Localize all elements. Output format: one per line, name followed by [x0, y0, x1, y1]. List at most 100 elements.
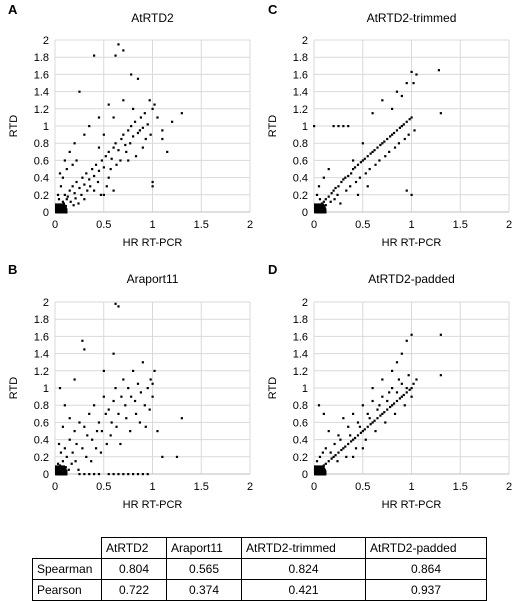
x-tick-label: 1.5: [453, 481, 468, 493]
data-point: [144, 425, 147, 428]
data-point: [156, 116, 159, 119]
data-point: [146, 123, 149, 126]
data-point: [63, 193, 66, 196]
y-tick-label: 1: [302, 121, 308, 133]
y-tick-label: 1.6: [293, 331, 308, 343]
data-point: [410, 387, 413, 390]
data-point: [122, 473, 125, 476]
table-cell: 0.565: [166, 558, 242, 580]
data-point: [133, 399, 137, 403]
data-point: [93, 404, 96, 407]
data-point: [112, 116, 115, 119]
data-point: [144, 137, 147, 141]
data-point: [125, 150, 128, 153]
data-point: [56, 462, 60, 465]
data-point: [361, 142, 364, 145]
data-point: [405, 391, 408, 394]
data-point: [363, 428, 366, 431]
data-point: [180, 417, 183, 420]
panel-d: D AtRTD2-padded 0 0.2 0.4 0.6 0.8 1 1.2 1.4 1.6 1.8…: [267, 262, 512, 511]
data-point: [344, 176, 347, 179]
data-point: [364, 438, 367, 441]
data-point: [93, 54, 96, 57]
data-point: [88, 412, 91, 415]
data-point: [86, 434, 89, 437]
x-tick-label: 0.5: [355, 481, 370, 493]
panel-letter: A: [8, 2, 18, 17]
data-point: [334, 186, 337, 190]
data-point: [386, 399, 389, 403]
data-point: [398, 397, 401, 400]
data-point: [327, 168, 330, 171]
data-point: [73, 378, 76, 381]
data-point: [361, 159, 364, 162]
y-axis-label: RTD: [267, 115, 279, 137]
panel-title: AtRTD2-trimmed: [367, 11, 457, 25]
data-point: [405, 387, 408, 390]
data-point: [85, 172, 88, 175]
data-point: [342, 125, 345, 128]
y-tick-label: 0.4: [293, 435, 308, 447]
data-point: [136, 382, 140, 385]
data-point: [388, 150, 391, 153]
y-tick-label: 0.6: [34, 417, 49, 429]
data-point: [345, 455, 348, 458]
data-point: [122, 378, 125, 381]
data-point: [130, 125, 133, 128]
panel-letter: C: [268, 2, 278, 17]
y-tick-label: 0.8: [34, 400, 49, 412]
y-tick-label: 0: [302, 207, 308, 219]
data-point: [75, 159, 78, 162]
data-point: [65, 455, 68, 458]
table-row: Pearson 0.722 0.374 0.421 0.937: [32, 579, 487, 601]
data-point: [122, 49, 125, 52]
data-point: [344, 445, 347, 448]
data-point: [143, 112, 146, 115]
data-point: [324, 462, 327, 465]
data-point: [361, 447, 364, 450]
data-point: [83, 425, 86, 428]
x-tick-label: 1: [149, 219, 155, 231]
data-point: [358, 176, 362, 179]
data-point: [361, 430, 364, 433]
data-point: [148, 408, 151, 411]
data-point: [125, 417, 128, 420]
data-point: [391, 387, 394, 390]
data-point: [77, 468, 80, 471]
data-point: [102, 193, 105, 196]
data-point: [86, 189, 89, 192]
data-point: [405, 339, 408, 342]
data-point: [366, 425, 369, 428]
data-point: [81, 339, 84, 342]
data-point: [318, 198, 322, 201]
data-point: [141, 146, 144, 149]
data-point: [347, 442, 350, 446]
data-point: [143, 404, 146, 407]
data-point: [386, 408, 389, 411]
data-point: [171, 120, 174, 123]
data-point: [127, 129, 130, 132]
table-cell: 0.722: [101, 579, 167, 601]
data-point: [405, 189, 408, 192]
data-point: [349, 185, 352, 188]
y-tick-label: 0.6: [293, 155, 308, 167]
table-cell: 0.374: [166, 579, 242, 601]
data-point: [345, 189, 348, 192]
data-point: [71, 163, 74, 166]
y-tick-label: 1.4: [293, 349, 308, 361]
data-point: [379, 414, 382, 417]
data-point: [59, 185, 63, 188]
table-cell: 0.864: [365, 558, 487, 580]
x-tick-label: 1.5: [453, 219, 468, 231]
data-point: [78, 421, 81, 424]
data-point: [130, 395, 133, 398]
data-point: [389, 135, 392, 138]
data-point: [97, 169, 101, 172]
data-point: [368, 417, 371, 420]
y-tick-label: 1.6: [34, 69, 49, 81]
data-point: [97, 146, 101, 149]
data-point: [115, 163, 118, 166]
data-point: [141, 473, 144, 476]
data-point: [112, 473, 115, 476]
x-tick-label: 2: [506, 481, 512, 493]
